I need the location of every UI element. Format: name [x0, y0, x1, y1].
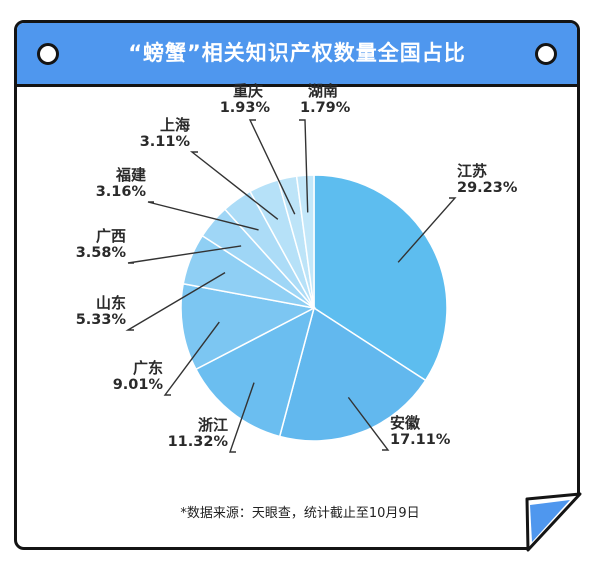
slice-value-shanghai: 3.11%	[139, 134, 190, 150]
chart-title: “螃蟹”相关知识产权数量全国占比	[128, 41, 466, 65]
slice-label-chongqing: 重庆	[232, 82, 263, 100]
slice-label-zhejiang: 浙江	[197, 416, 228, 434]
slice-value-shandong: 5.33%	[75, 312, 126, 328]
slice-label-shanghai: 上海	[159, 116, 190, 134]
slice-label-guangdong: 广东	[132, 359, 163, 377]
slice-label-fujian: 福建	[115, 166, 146, 184]
pie-slice-anhui	[278, 306, 427, 442]
leader-line-zhejiang	[229, 382, 255, 453]
leader-line-shandong	[125, 271, 226, 331]
slice-value-chongqing: 1.93%	[219, 100, 270, 116]
leader-line-guangdong	[163, 321, 220, 396]
pie-slice-hunan	[295, 174, 315, 309]
slice-value-hunan: 1.79%	[300, 100, 351, 116]
source-note: *数据来源：天眼查，统计截止至10月9日	[180, 506, 420, 521]
slice-label-anhui: 安徽	[390, 414, 421, 432]
slice-label-hunan: 湖南	[308, 82, 339, 100]
leader-line-shanghai	[189, 151, 279, 220]
slice-value-jiangsu: 29.23%	[457, 180, 518, 196]
leader-line-fujian	[147, 201, 259, 231]
slice-label-guangxi: 广西	[95, 227, 126, 245]
ring-hole-left	[37, 43, 59, 65]
pie-slice-zhejiang	[194, 306, 316, 438]
slice-value-zhejiang: 11.32%	[167, 434, 228, 450]
pie-slice-guangdong	[180, 282, 317, 371]
slice-value-guangdong: 9.01%	[112, 377, 163, 393]
infographic-card: “螃蟹”相关知识产权数量全国占比	[14, 20, 580, 550]
slice-value-anhui: 17.11%	[390, 432, 451, 448]
leader-line-hunan	[299, 119, 309, 213]
slice-value-guangxi: 3.58%	[75, 245, 126, 261]
leader-line-chongqing	[248, 119, 296, 215]
slice-label-jiangsu: 江苏	[457, 162, 488, 180]
leader-line-anhui	[347, 396, 390, 451]
leader-line-guangxi	[127, 245, 242, 264]
leader-line-jiangsu	[397, 197, 457, 263]
ring-hole-right	[535, 43, 557, 65]
slice-value-fujian: 3.16%	[95, 184, 146, 200]
slice-label-shandong: 山东	[95, 294, 126, 312]
title-bar: “螃蟹”相关知识产权数量全国占比	[17, 23, 577, 87]
